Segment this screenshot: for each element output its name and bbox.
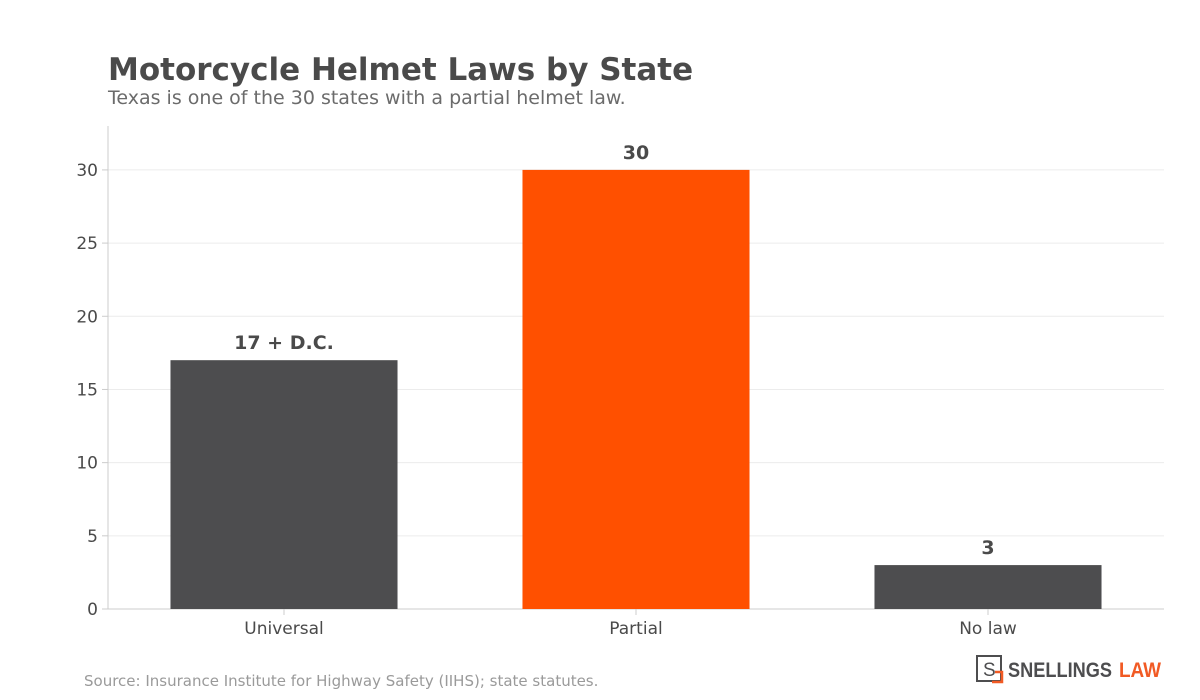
y-tick-label: 10 — [76, 454, 98, 474]
bar-universal — [170, 360, 398, 609]
data-label: 3 — [981, 537, 994, 559]
chart-subtitle: Texas is one of the 30 states with a par… — [107, 87, 626, 109]
y-tick-label: 5 — [87, 527, 98, 547]
bars — [170, 169, 1102, 609]
data-label: 17 + D.C. — [234, 332, 334, 354]
x-tick-label: No law — [959, 619, 1017, 639]
x-tick-label: Partial — [609, 619, 662, 639]
y-tick-label: 20 — [76, 307, 98, 327]
y-tick-label: 0 — [87, 600, 98, 620]
brand-logo: S SNELLINGS LAW — [976, 655, 1161, 684]
y-tick-label: 25 — [76, 234, 98, 254]
data-labels: 17 + D.C. 30 3 — [234, 142, 994, 559]
y-tick-label: 15 — [76, 380, 98, 400]
source-note: Source: Insurance Institute for Highway … — [84, 672, 598, 690]
logo-mark-letter: S — [983, 660, 996, 681]
x-axis-ticks: Universal Partial No law — [244, 609, 1017, 639]
x-tick-label: Universal — [244, 619, 323, 639]
chart-title: Motorcycle Helmet Laws by State — [108, 52, 693, 88]
logo-mark-accent — [992, 670, 1004, 684]
bar-partial — [522, 169, 750, 609]
logo-name-accent: LAW — [1119, 659, 1161, 682]
y-tick-label: 30 — [76, 161, 98, 181]
bar-no-law — [874, 565, 1102, 609]
logo-wordmark: SNELLINGS LAW — [1008, 659, 1161, 682]
y-axis-ticks: 0 5 10 15 20 25 30 — [76, 161, 108, 620]
data-label: 30 — [623, 142, 649, 164]
logo-name: SNELLINGS — [1008, 659, 1112, 682]
logo-mark-box — [976, 655, 1002, 682]
